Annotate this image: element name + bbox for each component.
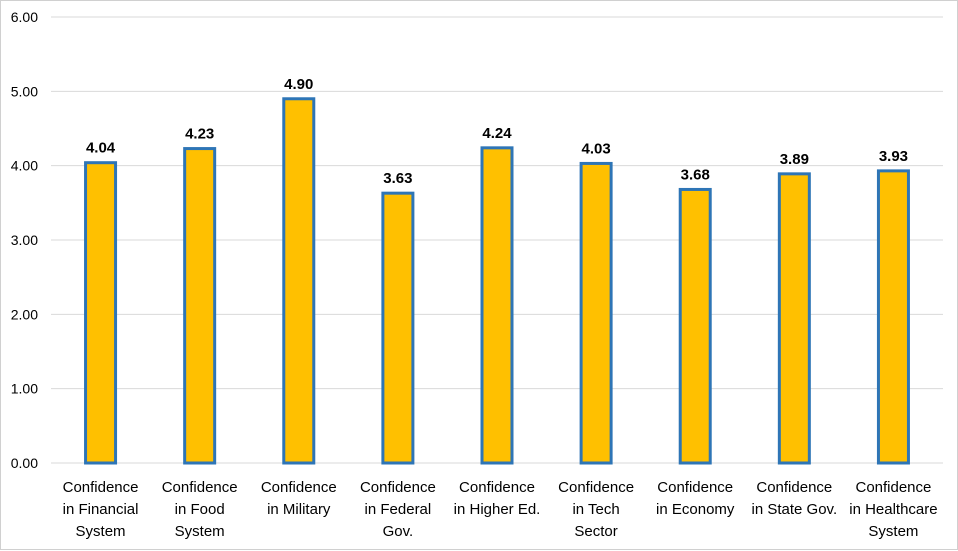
y-tick-label: 4.00 — [11, 158, 38, 174]
category-label-line: Confidence — [459, 479, 535, 496]
category-label-line: in Federal — [365, 501, 432, 518]
bar — [579, 161, 613, 465]
category-label-line: in Economy — [656, 501, 735, 518]
category-label: Confidence in Federal Gov. — [360, 479, 436, 540]
category-label-line: in Tech — [572, 501, 619, 518]
category-label-line: Confidence — [63, 479, 139, 496]
category-label-line: in State Gov. — [752, 501, 838, 518]
category-label-line: Confidence — [756, 479, 832, 496]
data-label: 3.93 — [879, 148, 908, 165]
bars — [84, 97, 910, 465]
category-label: Confidence in Higher Ed. — [454, 479, 541, 518]
data-label: 4.04 — [86, 140, 116, 157]
data-label: 4.90 — [284, 76, 313, 93]
category-label: Confidence in Financial System — [63, 479, 139, 540]
y-axis-tick-labels: 0.00 1.00 2.00 3.00 4.00 5.00 6.00 — [11, 9, 38, 471]
y-tick-label: 6.00 — [11, 9, 38, 25]
bar — [84, 161, 118, 465]
bar — [876, 169, 910, 465]
data-label: 4.03 — [582, 140, 611, 157]
data-label: 4.24 — [482, 125, 512, 142]
y-tick-label: 5.00 — [11, 83, 38, 99]
category-label-line: Confidence — [657, 479, 733, 496]
category-label-line: in Food — [175, 501, 225, 518]
category-label-line: Confidence — [261, 479, 337, 496]
category-label-line: in Military — [267, 501, 331, 518]
category-label-line: System — [76, 523, 126, 540]
data-label: 3.89 — [780, 151, 809, 168]
category-label: Confidence in Food System — [162, 479, 238, 540]
category-label-line: in Healthcare — [849, 501, 937, 518]
category-label: Confidence in State Gov. — [752, 479, 838, 518]
category-label-line: System — [868, 523, 918, 540]
data-label: 3.68 — [681, 166, 710, 183]
y-tick-label: 1.00 — [11, 381, 38, 397]
category-label-line: Confidence — [855, 479, 931, 496]
data-label: 4.23 — [185, 126, 214, 143]
category-label: Confidence in Tech Sector — [558, 479, 634, 540]
bar — [678, 187, 712, 465]
data-label: 3.63 — [383, 170, 412, 187]
category-label: Confidence in Military — [261, 479, 337, 518]
category-label-line: Confidence — [162, 479, 238, 496]
category-label-line: System — [175, 523, 225, 540]
y-tick-label: 3.00 — [11, 232, 38, 248]
bar — [183, 147, 217, 465]
category-label-line: Sector — [574, 523, 617, 540]
category-label-line: in Financial — [63, 501, 139, 518]
bar — [282, 97, 316, 465]
bar — [777, 172, 811, 465]
category-label-line: in Higher Ed. — [454, 501, 541, 518]
y-tick-label: 2.00 — [11, 306, 38, 322]
category-label: Confidence in Economy — [656, 479, 735, 518]
bar — [480, 146, 514, 465]
data-labels: 4.04 4.23 4.90 3.63 4.24 4.03 3.68 3.89 3.93 — [86, 76, 908, 187]
category-label-line: Confidence — [360, 479, 436, 496]
category-label-line: Gov. — [383, 523, 414, 540]
x-axis-category-labels: Confidence in Financial System Confidence in… — [63, 479, 938, 540]
category-label: Confidence in Healthcare System — [849, 479, 937, 540]
category-label-line: Confidence — [558, 479, 634, 496]
bar — [381, 191, 415, 465]
y-tick-label: 0.00 — [11, 455, 38, 471]
